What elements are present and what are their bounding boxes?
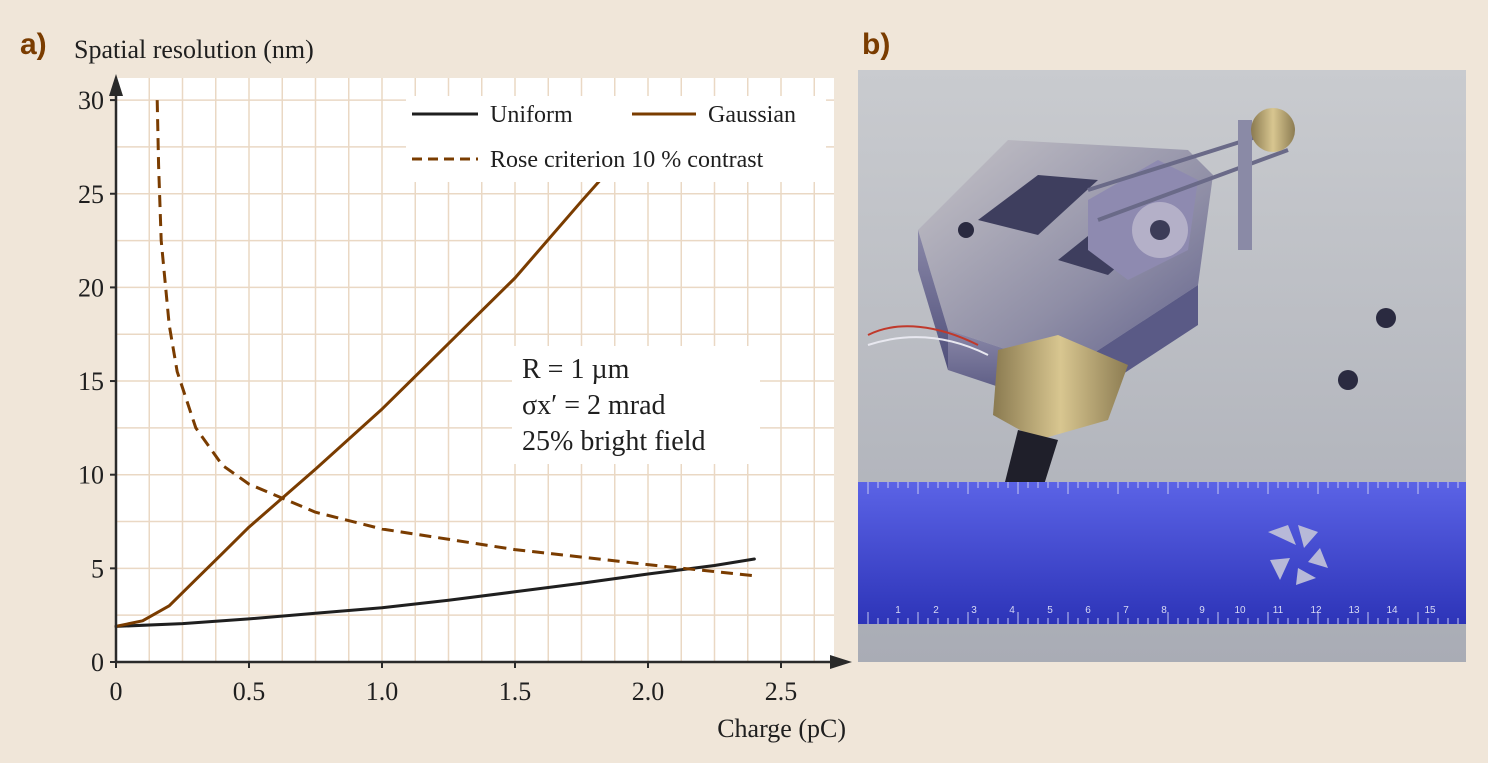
ruler-number: 13 <box>1348 605 1360 616</box>
y-tick-label: 15 <box>78 367 104 396</box>
legend-label: Rose criterion 10 % contrast <box>490 147 764 173</box>
resolution-chart: Spatial resolution (nm) Charge (pC) 0 0.5 1… <box>74 35 852 743</box>
ruler-number: 5 <box>1047 605 1053 616</box>
device-photo: 1 2 3 4 5 6 7 8 9 10 11 12 13 14 15 <box>858 70 1466 662</box>
annotation-line: 25% bright field <box>522 426 706 457</box>
annotation-line: R = 1 µm <box>522 354 630 385</box>
ruler-number: 2 <box>933 605 939 616</box>
annotation-box <box>512 346 760 464</box>
x-tick-label: 0.5 <box>233 677 266 706</box>
panel-b-label: b) <box>862 28 891 61</box>
x-tick-label: 1.5 <box>499 677 532 706</box>
ruler-number: 1 <box>895 605 901 616</box>
y-tick-label: 20 <box>78 273 104 302</box>
ruler-number: 9 <box>1199 605 1205 616</box>
annotation-line: σx′ = 2 mrad <box>522 390 666 421</box>
series-line-uniform <box>114 557 756 628</box>
ruler-number: 7 <box>1123 605 1129 616</box>
y-tick-label: 0 <box>91 648 104 677</box>
ruler-number: 12 <box>1310 605 1322 616</box>
x-tick-label: 2.0 <box>632 677 665 706</box>
ruler-number: 14 <box>1386 605 1398 616</box>
ruler-number: 4 <box>1009 605 1015 616</box>
y-axis-arrow <box>109 74 123 96</box>
y-axis-label: Spatial resolution (nm) <box>74 35 314 64</box>
legend-label: Gaussian <box>708 102 796 128</box>
ruler-number: 11 <box>1273 605 1284 616</box>
x-axis-arrow <box>830 655 852 669</box>
ruler <box>858 482 1466 624</box>
ruler-number: 15 <box>1424 605 1436 616</box>
series-line-rose <box>155 100 755 578</box>
ruler-number: 6 <box>1085 605 1091 616</box>
y-tick-label: 30 <box>78 86 104 115</box>
ruler-number: 10 <box>1234 605 1246 616</box>
legend-box <box>406 96 826 182</box>
x-tick-label: 1.0 <box>366 677 399 706</box>
y-tick-label: 25 <box>78 180 104 209</box>
ruler-number: 8 <box>1161 605 1167 616</box>
x-tick-label: 0 <box>110 677 123 706</box>
y-tick-label: 10 <box>78 461 104 490</box>
y-tick-label: 5 <box>91 554 104 583</box>
ruler-number: 3 <box>971 605 977 616</box>
panel-a-label: a) <box>20 28 47 61</box>
legend-label: Uniform <box>490 102 573 128</box>
x-tick-label: 2.5 <box>765 677 798 706</box>
x-axis-label: Charge (pC) <box>717 714 846 743</box>
